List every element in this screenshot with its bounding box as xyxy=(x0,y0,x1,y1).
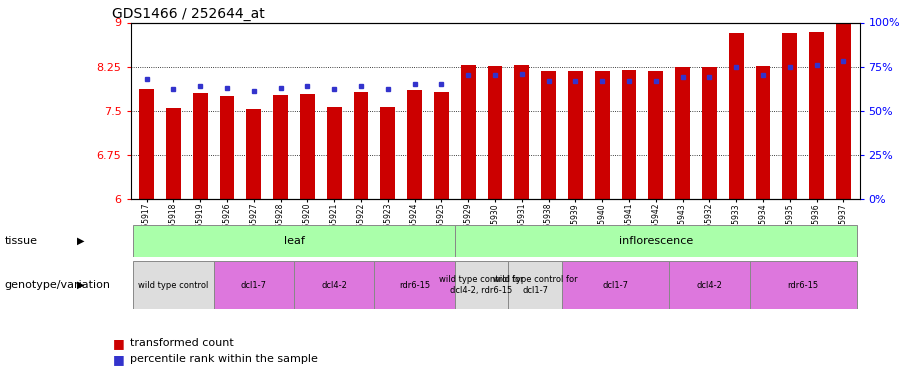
Text: tissue: tissue xyxy=(4,236,38,246)
Bar xyxy=(675,67,690,199)
Bar xyxy=(247,110,261,199)
Bar xyxy=(327,107,342,199)
Text: dcl1-7: dcl1-7 xyxy=(241,280,266,290)
Bar xyxy=(541,71,556,199)
Bar xyxy=(756,66,770,199)
Bar xyxy=(354,92,368,199)
Bar xyxy=(782,33,797,199)
Text: inflorescence: inflorescence xyxy=(618,236,693,246)
Bar xyxy=(836,24,850,199)
Text: percentile rank within the sample: percentile rank within the sample xyxy=(130,354,319,364)
Bar xyxy=(595,70,609,199)
Text: ■: ■ xyxy=(112,353,124,366)
Bar xyxy=(213,261,294,309)
Text: GDS1466 / 252644_at: GDS1466 / 252644_at xyxy=(112,7,266,21)
Text: dcl4-2: dcl4-2 xyxy=(321,280,347,290)
Text: wild type control for
dcl4-2, rdr6-15: wild type control for dcl4-2, rdr6-15 xyxy=(439,275,524,295)
Bar xyxy=(407,90,422,199)
Bar xyxy=(166,108,181,199)
Bar xyxy=(622,70,636,199)
Bar xyxy=(454,261,508,309)
Text: ▶: ▶ xyxy=(76,280,84,290)
Text: rdr6-15: rdr6-15 xyxy=(788,280,819,290)
Text: ▶: ▶ xyxy=(76,236,84,246)
Bar xyxy=(193,93,208,199)
Bar xyxy=(454,225,857,257)
Bar xyxy=(294,261,374,309)
Bar xyxy=(461,65,475,199)
Text: dcl1-7: dcl1-7 xyxy=(603,280,628,290)
Bar xyxy=(729,33,743,199)
Text: ■: ■ xyxy=(112,337,124,350)
Bar xyxy=(133,261,213,309)
Bar xyxy=(515,65,529,199)
Text: genotype/variation: genotype/variation xyxy=(4,280,111,290)
Text: wild type control: wild type control xyxy=(139,280,209,290)
Bar xyxy=(140,89,154,199)
Text: dcl4-2: dcl4-2 xyxy=(697,280,723,290)
Bar xyxy=(508,261,562,309)
Bar xyxy=(648,71,663,199)
Bar xyxy=(562,261,670,309)
Bar xyxy=(809,32,824,199)
Text: transformed count: transformed count xyxy=(130,338,234,348)
Bar xyxy=(300,94,315,199)
Bar xyxy=(374,261,454,309)
Bar xyxy=(750,261,857,309)
Bar xyxy=(274,95,288,199)
Bar xyxy=(381,107,395,199)
Text: leaf: leaf xyxy=(284,236,304,246)
Bar xyxy=(670,261,750,309)
Text: rdr6-15: rdr6-15 xyxy=(399,280,430,290)
Bar xyxy=(488,66,502,199)
Bar xyxy=(702,67,716,199)
Bar xyxy=(133,225,454,257)
Bar xyxy=(220,96,234,199)
Bar xyxy=(568,71,583,199)
Text: wild type control for
dcl1-7: wild type control for dcl1-7 xyxy=(493,275,578,295)
Bar xyxy=(434,92,449,199)
